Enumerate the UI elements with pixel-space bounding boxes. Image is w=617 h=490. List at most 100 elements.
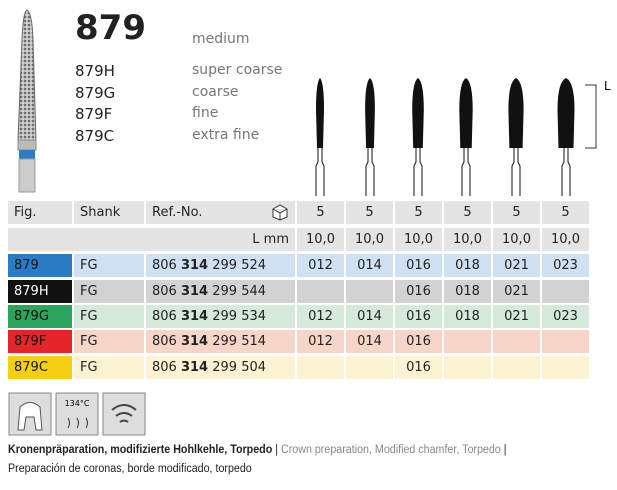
variant-grit: fine: [192, 105, 219, 121]
size-cell: [444, 330, 491, 353]
size-cell: [297, 356, 344, 379]
icon-row: 134°C: [8, 392, 146, 436]
variant-grit: super coarse: [192, 62, 283, 78]
description: Kronenpräparation, modifizierte Hohlkehl…: [8, 441, 566, 479]
fig-cell: 879C: [8, 356, 72, 379]
bur-shank: [315, 148, 325, 196]
bur-head: [459, 78, 473, 148]
size-cell: 016: [395, 305, 442, 328]
variant-code: 879G: [75, 83, 116, 102]
ref-bold: 314: [180, 258, 209, 273]
variant-grit: coarse: [192, 83, 239, 100]
bur-head: [557, 78, 575, 148]
temperature-icon-label: 134°C: [65, 399, 90, 408]
size-cell: 018: [444, 254, 491, 277]
size-cell: [542, 330, 589, 353]
ref-prefix: 806: [152, 334, 177, 349]
size-cell: 012: [297, 254, 344, 277]
length: 10,0: [346, 228, 393, 251]
size-cell: [542, 280, 589, 303]
pack-quantity: 5: [346, 201, 393, 224]
size-cell: 014: [346, 254, 393, 277]
model-number: 879: [75, 8, 146, 48]
shank-cell: FG: [74, 356, 144, 379]
ref-cell: 806 314 299 524: [146, 254, 295, 277]
size-cell: 012: [297, 305, 344, 328]
ref-suffix: 299 504: [212, 360, 267, 375]
pack-quantity: 5: [444, 201, 491, 224]
size-cell: 016: [395, 254, 442, 277]
size-cell: 014: [346, 330, 393, 353]
ref-prefix: 806: [152, 309, 177, 324]
bur-drawings: L: [17, 9, 611, 196]
package-icon: [272, 204, 288, 221]
bur-shank: [461, 148, 471, 196]
bur-head: [412, 78, 424, 148]
ref-suffix: 299 524: [212, 258, 267, 273]
separator: |: [503, 444, 507, 456]
size-cell: 012: [297, 330, 344, 353]
pack-quantity: 5: [297, 201, 344, 224]
size-cell: [297, 280, 344, 303]
bur-head: [316, 78, 324, 148]
fig-cell: 879F: [8, 330, 72, 353]
ref-suffix: 299 544: [212, 284, 267, 299]
variant-code: 879H: [75, 62, 115, 80]
separator: |: [275, 444, 279, 456]
length-marker: L: [604, 79, 611, 93]
ref-bold: 314: [180, 284, 209, 299]
ref-cell: 806 314 299 544: [146, 280, 295, 303]
ref-suffix: 299 534: [212, 309, 267, 324]
shank-cell: FG: [74, 305, 144, 328]
ref-cell: 806 314 299 514: [146, 330, 295, 353]
fig-cell: 879: [8, 254, 72, 277]
length: 10,0: [444, 228, 491, 251]
size-cell: [542, 356, 589, 379]
size-cell: [346, 356, 393, 379]
length: 10,0: [297, 228, 344, 251]
length: 10,0: [542, 228, 589, 251]
description-german: Kronenpräparation, modifizierte Hohlkehl…: [8, 444, 273, 456]
length: 10,0: [395, 228, 442, 251]
size-cell: 023: [542, 305, 589, 328]
size-cell: 021: [493, 254, 540, 277]
ref-cell: 806 314 299 534: [146, 305, 295, 328]
size-cell: 016: [395, 356, 442, 379]
fig-cell: 879G: [8, 305, 72, 328]
length: 10,0: [493, 228, 540, 251]
ref-bold: 314: [180, 360, 209, 375]
model-grit: medium: [192, 31, 250, 47]
shank-cell: FG: [74, 254, 144, 277]
size-cell: 018: [444, 280, 491, 303]
shank-cell: FG: [74, 280, 144, 303]
header-cell: Ref.-No.: [146, 201, 295, 224]
shank-cell: FG: [74, 330, 144, 353]
variant-code: 879C: [75, 126, 115, 145]
ref-prefix: 806: [152, 258, 177, 273]
pack-quantity: 5: [493, 201, 540, 224]
ref-cell: 806 314 299 504: [146, 356, 295, 379]
bur-shank: [365, 148, 375, 196]
size-cell: [493, 330, 540, 353]
size-cell: 016: [395, 330, 442, 353]
header-cell: Shank: [74, 201, 144, 224]
length-label: L mm: [8, 228, 295, 251]
size-cell: [444, 356, 491, 379]
pack-quantity: 5: [395, 201, 442, 224]
ref-prefix: 806: [152, 284, 177, 299]
size-cell: 021: [493, 305, 540, 328]
bur-head: [365, 78, 375, 148]
size-cell: 016: [395, 280, 442, 303]
size-cell: [346, 280, 393, 303]
ref-bold: 314: [180, 334, 209, 349]
size-cell: [493, 356, 540, 379]
fig-cell: 879H: [8, 280, 72, 303]
bur-head: [508, 78, 524, 148]
length-bracket: [585, 84, 597, 149]
size-cell: 014: [346, 305, 393, 328]
size-cell: 023: [542, 254, 589, 277]
bur-shank: [413, 148, 423, 196]
pack-quantity: 5: [542, 201, 589, 224]
ref-bold: 314: [180, 309, 209, 324]
